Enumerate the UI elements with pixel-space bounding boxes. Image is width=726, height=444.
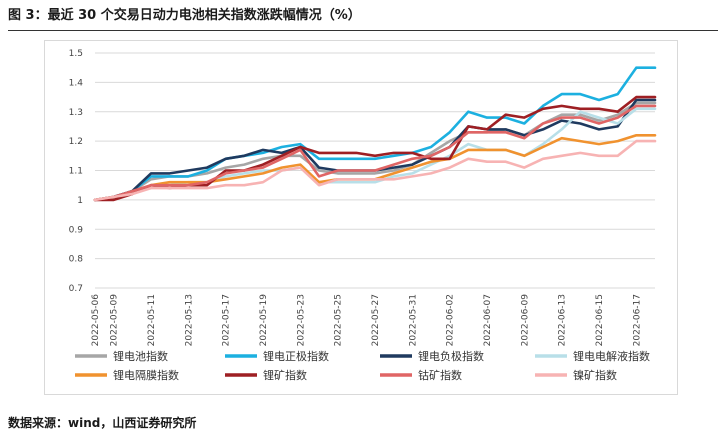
legend-label: 锂电正极指数 xyxy=(263,349,329,363)
legend-item: 钴矿指数 xyxy=(380,368,462,382)
legend-label: 镍矿指数 xyxy=(573,368,617,382)
figure-title: 图 3：最近 30 个交易日动力电池相关指数涨跌幅情况（%） xyxy=(8,8,361,23)
x-tick-label: 2022-05-25 xyxy=(334,294,344,346)
chart-frame: 0.7 0.8 0.9 1 1.1 1.2 1.3 1.4 1.5 2022-05-06 2022… xyxy=(44,40,678,395)
legend-label: 锂电负极指数 xyxy=(418,349,484,363)
x-tick-label: 2022-05-09 xyxy=(110,294,120,347)
legend-item: 锂电正极指数 xyxy=(225,349,329,363)
legend-label: 锂电电解液指数 xyxy=(573,349,650,363)
x-tick-label: 2022-05-11 xyxy=(147,294,157,346)
x-tick-label: 2022-05-23 xyxy=(296,294,306,346)
legend-item: 锂矿指数 xyxy=(225,368,307,382)
x-tick-label: 2022-06-13 xyxy=(558,294,568,346)
series-line-8 xyxy=(93,139,657,202)
y-tick-label: 1 xyxy=(77,196,83,206)
legend-item: 锂电池指数 xyxy=(75,349,168,363)
x-tick-label: 2022-05-06 xyxy=(91,294,101,347)
x-tick-label: 2022-06-02 xyxy=(446,294,456,346)
series-line-5 xyxy=(93,134,657,202)
legend-item: 锂电负极指数 xyxy=(380,349,484,363)
x-tick-label: 2022-05-27 xyxy=(371,294,381,346)
legend-label: 锂电隔膜指数 xyxy=(113,368,179,382)
x-tick-label: 2022-06-15 xyxy=(595,294,605,346)
y-tick-label: 1.2 xyxy=(69,137,83,147)
y-tick-label: 1.1 xyxy=(69,167,83,177)
series-line-7 xyxy=(93,104,657,202)
legend-item: 锂电隔膜指数 xyxy=(75,368,179,382)
series-lines xyxy=(93,66,657,202)
x-axis-ticks: 2022-05-06 2022-05-09 2022-05-11 2022-05-13… xyxy=(91,294,642,347)
series-line-2 xyxy=(93,66,657,202)
figure-source: 数据来源：wind，山西证券研究所 xyxy=(8,416,197,430)
x-tick-label: 2022-06-17 xyxy=(632,294,642,346)
y-axis-ticks: 0.7 0.8 0.9 1 1.1 1.2 1.3 1.4 1.5 xyxy=(69,49,84,294)
x-tick-label: 2022-06-09 xyxy=(520,294,530,347)
y-tick-label: 0.8 xyxy=(69,255,84,265)
y-tick-label: 0.9 xyxy=(69,225,84,235)
x-tick-label: 2022-05-17 xyxy=(222,294,232,346)
x-tick-label: 2022-05-19 xyxy=(259,294,269,347)
x-tick-label: 2022-05-31 xyxy=(408,294,418,346)
title-rule xyxy=(8,30,718,31)
legend-item: 镍矿指数 xyxy=(535,368,617,382)
legend-label: 钴矿指数 xyxy=(418,368,462,382)
line-chart: 0.70.80.911.11.21.31.41.5 2022-05-06 2022… xyxy=(69,49,657,382)
x-tick-label: 2022-05-13 xyxy=(184,294,194,346)
y-tick-label: 1.4 xyxy=(69,78,84,88)
legend-item: 锂电电解液指数 xyxy=(535,349,650,363)
y-tick-label: 1.3 xyxy=(69,108,83,118)
legend-label: 锂电池指数 xyxy=(113,349,168,363)
y-tick-label: 0.7 xyxy=(69,284,83,294)
legend-label: 锂矿指数 xyxy=(263,368,307,382)
y-tick-label: 1.5 xyxy=(69,49,83,59)
x-tick-label: 2022-06-07 xyxy=(483,294,493,346)
